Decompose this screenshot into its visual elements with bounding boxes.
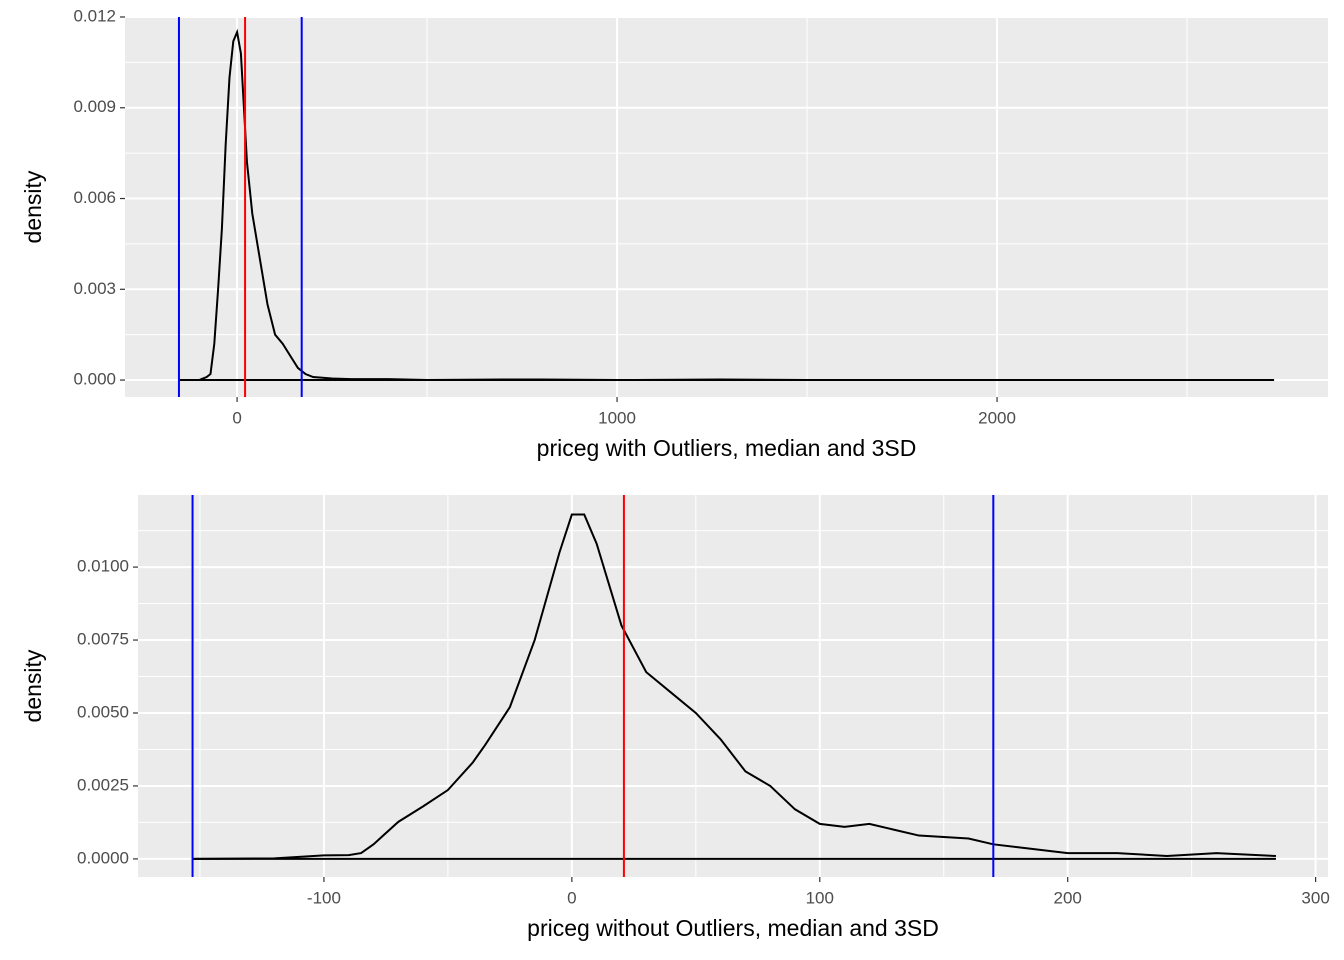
y-axis-title: density bbox=[20, 170, 46, 243]
x-tick-label: -100 bbox=[307, 888, 341, 907]
y-tick-label: 0.0100 bbox=[77, 557, 129, 576]
y-tick-label: 0.003 bbox=[73, 279, 116, 298]
y-tick-label: 0.0050 bbox=[77, 702, 129, 721]
panel bbox=[138, 495, 1328, 877]
y-tick-label: 0.009 bbox=[73, 97, 116, 116]
x-tick-label: 1000 bbox=[598, 408, 636, 427]
y-tick-label: 0.0075 bbox=[77, 630, 129, 649]
x-tick-label: 0 bbox=[232, 408, 241, 427]
x-tick-label: 100 bbox=[806, 888, 834, 907]
x-tick-label: 300 bbox=[1301, 888, 1329, 907]
y-tick-label: 0.012 bbox=[73, 6, 116, 25]
y-tick-label: 0.0025 bbox=[77, 775, 129, 794]
x-axis-title: priceg without Outliers, median and 3SD bbox=[527, 915, 939, 941]
y-axis-title: density bbox=[20, 649, 46, 722]
y-tick-label: 0.000 bbox=[73, 370, 116, 389]
density-line bbox=[192, 513, 1276, 860]
y-tick-label: 0.0000 bbox=[77, 848, 129, 867]
x-axis-title: priceg with Outliers, median and 3SD bbox=[537, 435, 917, 461]
x-tick-label: 0 bbox=[567, 888, 576, 907]
panel bbox=[125, 17, 1328, 397]
density-line bbox=[178, 28, 1275, 382]
y-tick-label: 0.006 bbox=[73, 188, 116, 207]
x-tick-label: 200 bbox=[1054, 888, 1082, 907]
x-tick-label: 2000 bbox=[978, 408, 1016, 427]
